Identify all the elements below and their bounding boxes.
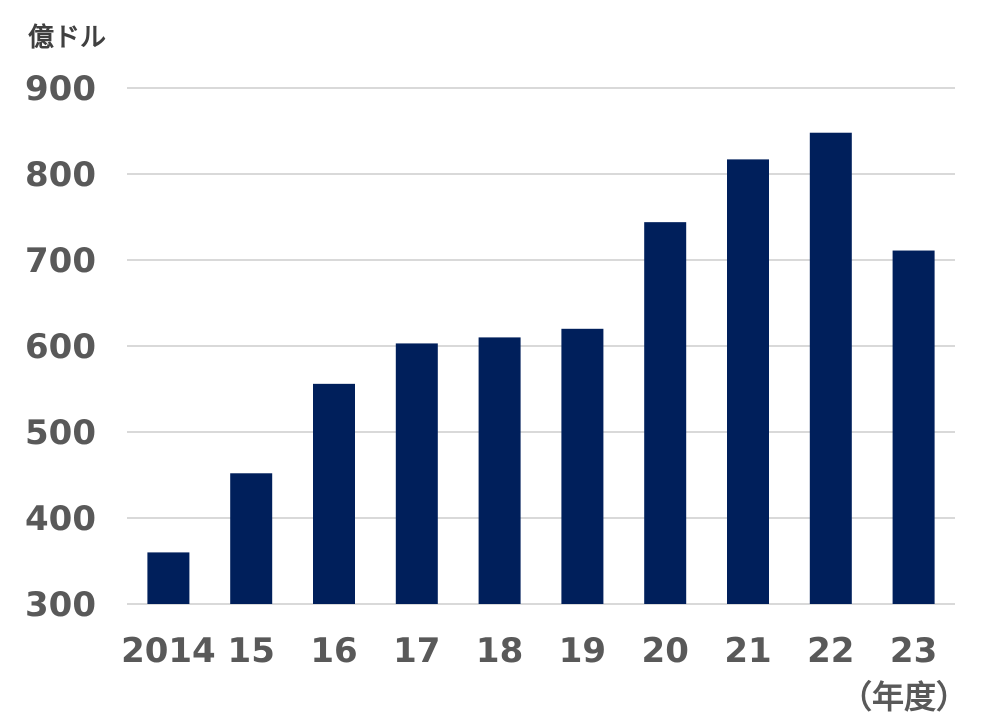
bar-16 [313, 383, 355, 604]
y-tick-label: 600 [25, 327, 96, 367]
x-tick-label: 20 [642, 631, 689, 671]
x-tick-label: 18 [476, 631, 523, 671]
x-tick-label: 17 [393, 631, 440, 671]
y-tick-label: 800 [25, 155, 96, 195]
x-tick-label: 23 [890, 631, 937, 671]
y-axis-unit-label: 億ドル [28, 23, 106, 53]
x-tick-label: 16 [310, 631, 357, 671]
bar-15 [230, 473, 273, 604]
x-tick-label: 19 [559, 631, 606, 671]
x-tick-label: 21 [724, 631, 771, 671]
y-axis-tick-labels: 300 400 500 600 700 800 900 [25, 69, 96, 625]
bar-18 [478, 337, 521, 604]
bars [147, 132, 935, 605]
y-tick-label: 300 [25, 585, 96, 625]
x-tick-label: 2014 [121, 631, 216, 671]
bar-17 [395, 343, 438, 604]
bar-22 [809, 132, 852, 604]
x-tick-label: 15 [228, 631, 275, 671]
bar-19 [561, 328, 604, 604]
bar-21 [727, 159, 769, 604]
x-tick-label: 22 [807, 631, 854, 671]
x-axis-unit-label: （年度） [840, 678, 968, 716]
y-tick-label: 700 [25, 241, 96, 281]
bar-23 [892, 250, 935, 605]
y-tick-label: 400 [25, 499, 96, 539]
y-tick-label: 500 [25, 413, 96, 453]
y-tick-label: 900 [25, 69, 96, 109]
x-axis-tick-labels: 2014 15 16 17 18 19 20 21 22 23 [121, 631, 937, 671]
bar-2014 [147, 552, 190, 604]
bar-20 [644, 222, 687, 604]
